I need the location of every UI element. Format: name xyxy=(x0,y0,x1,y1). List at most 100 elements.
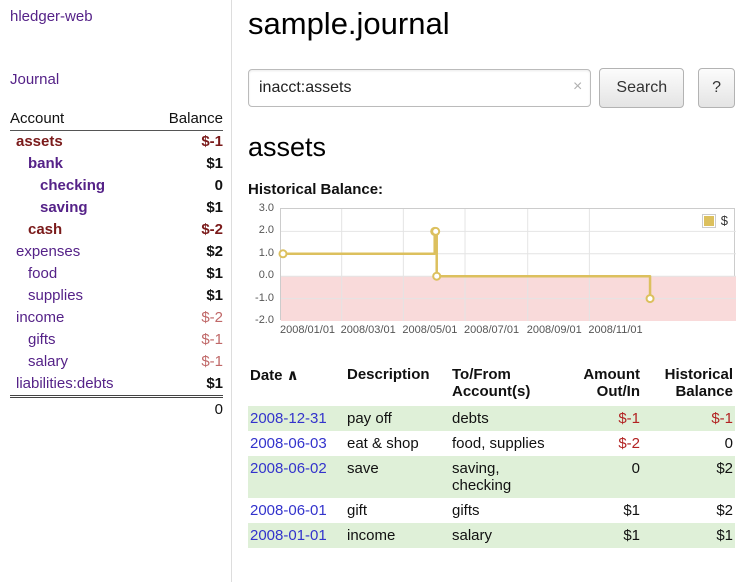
register-row: 2008-01-01 income salary $1 $1 xyxy=(248,523,735,548)
legend-swatch xyxy=(701,213,716,228)
account-link[interactable]: bank xyxy=(28,155,64,172)
register-header-label: Amount Out/In xyxy=(583,366,640,400)
account-name-cell: gifts xyxy=(10,329,150,351)
transaction-date-link[interactable]: 2008-06-02 xyxy=(250,460,327,477)
account-link[interactable]: cash xyxy=(28,221,63,238)
account-name-cell: cash xyxy=(10,219,150,241)
transaction-date-link[interactable]: 2008-12-31 xyxy=(250,410,327,427)
account-link[interactable]: saving xyxy=(40,199,88,216)
x-tick-label: 2008/05/01 xyxy=(402,324,458,336)
account-balance: $-1 xyxy=(201,331,223,348)
account-balance: $1 xyxy=(206,287,223,304)
account-balance: $-2 xyxy=(201,221,223,238)
register-row: 2008-06-01 gift gifts $1 $2 xyxy=(248,498,735,523)
register-description-cell: save xyxy=(347,460,379,477)
account-row: salary $-1 xyxy=(10,351,223,373)
register-balance-cell: $2 xyxy=(716,502,733,519)
register-header-label: To/From Account(s) xyxy=(452,366,531,400)
chart-legend: $ xyxy=(698,212,731,229)
transaction-date-link[interactable]: 2008-06-01 xyxy=(250,502,327,519)
account-link[interactable]: gifts xyxy=(28,331,56,348)
account-balance: $2 xyxy=(206,243,223,260)
page-title: sample.journal xyxy=(248,6,450,41)
account-name-cell: bank xyxy=(10,153,150,175)
account-link[interactable]: supplies xyxy=(28,287,84,304)
register-accounts-cell: debts xyxy=(452,410,489,427)
main-content: sample.journal × Search ? assets Histori… xyxy=(248,0,736,548)
account-link[interactable]: income xyxy=(16,309,65,326)
account-name-cell: liabilities:debts xyxy=(10,373,150,397)
account-row: food $1 xyxy=(10,263,223,285)
account-name-cell: income xyxy=(10,307,150,329)
x-tick-label: 2008/09/01 xyxy=(526,324,582,336)
register-header-label: Date xyxy=(250,367,283,384)
register-table: Date ∧ Description To/From Account(s) Amoun… xyxy=(248,364,735,548)
account-balance: $-2 xyxy=(201,309,223,326)
help-button[interactable]: ? xyxy=(698,68,735,108)
register-amount-cell: $1 xyxy=(623,502,640,519)
clear-search-icon[interactable]: × xyxy=(573,78,583,95)
sort-ascending-icon: ∧ xyxy=(282,367,299,384)
account-balance: $1 xyxy=(206,265,223,282)
account-balance: $1 xyxy=(206,199,223,216)
register-balance-cell: 0 xyxy=(724,435,733,452)
account-link[interactable]: expenses xyxy=(16,243,81,260)
account-name-cell: checking xyxy=(10,175,150,197)
account-link[interactable]: liabilities:debts xyxy=(16,375,114,392)
account-name-cell: assets xyxy=(10,131,150,154)
account-link[interactable]: salary xyxy=(28,353,69,370)
register-balance-cell: $1 xyxy=(716,527,733,544)
accounts-header-balance: Balance xyxy=(149,108,223,131)
balance-chart: 3.0 2.0 1.0 0.0 -1.0 -2.0 $ 2008/01/01 2008/03… xyxy=(248,202,736,340)
register-header-date[interactable]: Date ∧ xyxy=(248,364,345,406)
x-tick-label: 2008/01/01 xyxy=(280,324,336,336)
account-balance: $-1 xyxy=(201,133,223,150)
register-balance-cell: $-1 xyxy=(711,410,733,427)
account-heading: assets xyxy=(248,132,327,162)
x-tick-label: 2008/07/01 xyxy=(464,324,520,336)
y-tick-label: 0.0 xyxy=(258,269,274,282)
y-tick-label: 1.0 xyxy=(258,246,274,259)
account-row: income $-2 xyxy=(10,307,223,329)
register-date-cell: 2008-06-03 xyxy=(248,431,345,456)
register-date-cell: 2008-06-02 xyxy=(248,456,345,498)
search-button[interactable]: Search xyxy=(599,68,685,108)
chart-title: Historical Balance: xyxy=(248,181,384,198)
y-tick-label: -1.0 xyxy=(255,291,274,304)
account-link[interactable]: food xyxy=(28,265,58,282)
app-title: hledger-web xyxy=(10,8,223,25)
register-description-cell: income xyxy=(347,527,396,544)
register-amount-cell: $-1 xyxy=(618,410,640,427)
sidebar-item-journal[interactable]: Journal xyxy=(10,71,60,88)
transaction-date-link[interactable]: 2008-01-01 xyxy=(250,527,327,544)
search-bar: × Search ? xyxy=(248,68,735,108)
legend-label: $ xyxy=(720,213,728,228)
account-link[interactable]: checking xyxy=(40,177,106,194)
sidebar: hledger-web Journal Account Balance asse… xyxy=(0,0,232,582)
account-row: checking 0 xyxy=(10,175,223,197)
search-box: × xyxy=(248,69,592,107)
account-name-cell: expenses xyxy=(10,241,150,263)
chart-y-axis: 3.0 2.0 1.0 0.0 -1.0 -2.0 xyxy=(248,202,274,340)
register-amount-cell: $1 xyxy=(623,527,640,544)
register-date-cell: 2008-06-01 xyxy=(248,498,345,523)
search-input[interactable] xyxy=(248,69,592,107)
y-tick-label: 2.0 xyxy=(258,224,274,237)
account-row: supplies $1 xyxy=(10,285,223,307)
account-name-cell: food xyxy=(10,263,150,285)
account-row: cash $-2 xyxy=(10,219,223,241)
x-tick-label: 2008/03/01 xyxy=(340,324,396,336)
account-row: bank $1 xyxy=(10,153,223,175)
register-amount-cell: 0 xyxy=(631,460,640,477)
account-link[interactable]: assets xyxy=(16,133,63,150)
account-row: expenses $2 xyxy=(10,241,223,263)
account-name-cell: supplies xyxy=(10,285,150,307)
sidebar-nav: Journal xyxy=(10,71,223,88)
transaction-date-link[interactable]: 2008-06-03 xyxy=(250,435,327,452)
app-home-link[interactable]: hledger-web xyxy=(10,8,93,25)
account-row: assets $-1 xyxy=(10,131,223,154)
account-balance: $-1 xyxy=(201,353,223,370)
register-body: 2008-12-31 pay off debts $-1 $-1 2008-06-03 ea… xyxy=(248,406,735,548)
accounts-header-row: Account Balance xyxy=(10,108,223,131)
register-header-label: Historical Balance xyxy=(664,366,733,400)
